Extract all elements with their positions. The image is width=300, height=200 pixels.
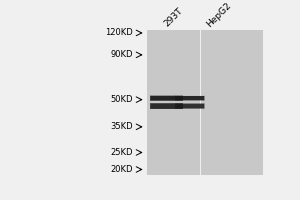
- FancyBboxPatch shape: [150, 103, 183, 109]
- Bar: [201, 30, 263, 175]
- Text: 120KD: 120KD: [105, 28, 133, 37]
- Text: 293T: 293T: [163, 6, 185, 29]
- Bar: [147, 30, 200, 175]
- Text: 50KD: 50KD: [110, 95, 133, 104]
- Text: 20KD: 20KD: [110, 165, 133, 174]
- Text: 90KD: 90KD: [110, 50, 133, 59]
- Text: 25KD: 25KD: [110, 148, 133, 157]
- Text: 35KD: 35KD: [110, 122, 133, 131]
- Text: HepG2: HepG2: [204, 1, 232, 29]
- FancyBboxPatch shape: [175, 103, 204, 109]
- FancyBboxPatch shape: [175, 95, 204, 101]
- FancyBboxPatch shape: [150, 95, 183, 101]
